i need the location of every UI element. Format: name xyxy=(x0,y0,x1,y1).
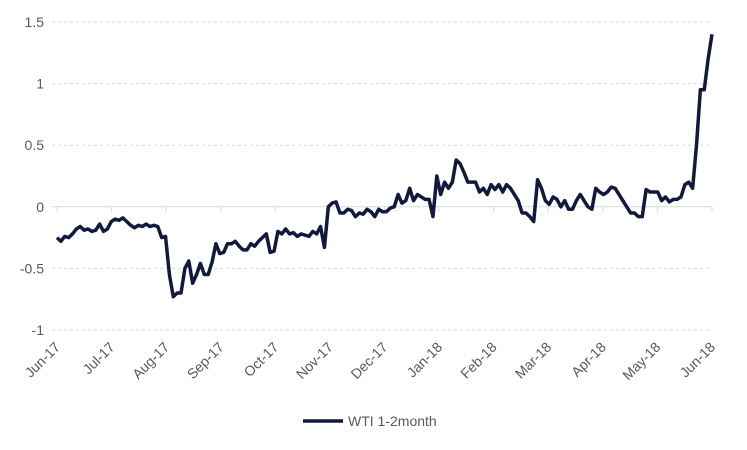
y-tick-label: 1 xyxy=(36,76,44,92)
x-tick-label: Jul-17 xyxy=(79,339,117,377)
y-tick-label: 0 xyxy=(36,199,44,215)
x-tick-label: Mar-18 xyxy=(512,339,555,382)
x-tick-label: Jan-18 xyxy=(404,339,446,381)
x-tick-label: Dec-17 xyxy=(347,339,390,382)
line-series xyxy=(55,34,714,299)
x-tick-label: Jun-18 xyxy=(677,339,719,381)
x-tick-label: Feb-18 xyxy=(457,339,500,382)
x-tick-label: Nov-17 xyxy=(293,339,336,382)
x-tick-label: Oct-17 xyxy=(240,339,281,380)
x-tick-label: Apr-18 xyxy=(568,339,609,380)
x-tick-label: Aug-17 xyxy=(129,339,172,382)
y-tick-label: 1.5 xyxy=(25,14,45,30)
y-tick-label: -0.5 xyxy=(20,260,44,276)
y-tick-label: 0.5 xyxy=(25,137,45,153)
x-tick-label: May-18 xyxy=(619,339,663,383)
y-tick-label: -1 xyxy=(32,322,45,338)
legend-label: WTI 1-2month xyxy=(348,413,437,429)
x-tick-label: Sep-17 xyxy=(184,339,227,382)
x-tick-label: Jun-17 xyxy=(22,339,64,381)
